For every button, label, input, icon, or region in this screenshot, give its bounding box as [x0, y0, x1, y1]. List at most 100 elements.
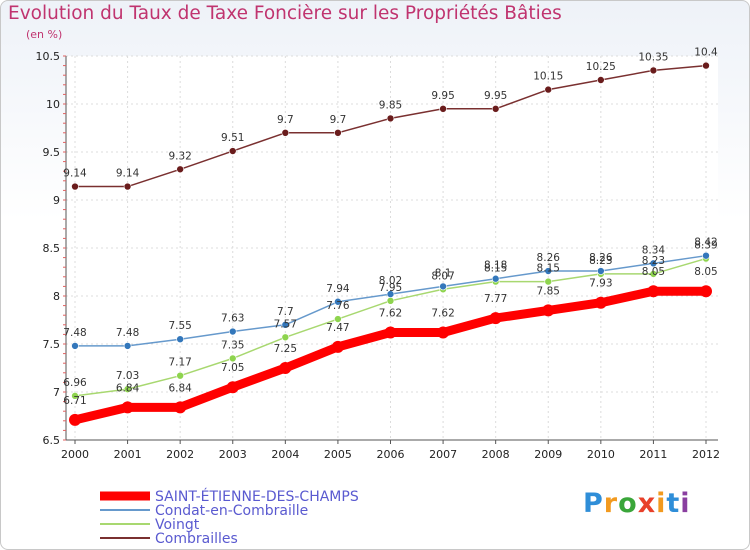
data-label: 9.85	[379, 99, 402, 111]
data-label: 8.26	[537, 252, 561, 264]
data-label: 6.84	[116, 382, 140, 394]
data-label: 7.93	[589, 278, 612, 290]
y-tick-label: 10	[46, 98, 60, 111]
proxiti-logo: Proxiti	[583, 488, 691, 519]
data-label: 9.32	[168, 150, 191, 162]
x-tick-label: 2010	[587, 448, 615, 461]
data-label: 8.1	[435, 267, 452, 279]
data-label: 9.95	[484, 90, 507, 102]
data-label: 8.26	[589, 252, 613, 264]
y-tick-label: 7.5	[43, 338, 61, 351]
data-label: 9.7	[277, 114, 294, 126]
x-tick-label: 2001	[114, 448, 142, 461]
data-point	[702, 61, 710, 70]
data-point	[281, 320, 290, 329]
data-label: 7.17	[168, 357, 191, 369]
data-point	[228, 147, 237, 155]
legend-label: Combrailles	[155, 531, 238, 547]
data-label: 7.62	[379, 307, 402, 319]
y-tick-label: 6.5	[43, 434, 61, 447]
data-point	[437, 326, 450, 339]
logo-letter: i	[680, 488, 691, 519]
data-label: 8.15	[484, 263, 507, 275]
data-point	[439, 105, 447, 113]
data-point	[384, 326, 397, 339]
series-0	[69, 285, 712, 426]
data-label: 9.7	[330, 114, 347, 126]
data-label: 6.71	[63, 395, 86, 407]
data-point	[491, 105, 500, 113]
data-label: 6.96	[63, 377, 87, 389]
data-point	[281, 129, 290, 137]
legend-label: Condat-en-Combraille	[155, 503, 308, 519]
data-point	[597, 267, 605, 275]
data-label: 9.51	[221, 132, 244, 144]
data-label: 7.57	[274, 318, 297, 330]
data-label: 7.63	[221, 313, 244, 325]
logo-letter: P	[583, 488, 604, 519]
y-tick-label: 9	[53, 194, 60, 207]
legend-label: Voingt	[155, 517, 200, 533]
logo-letter: i	[656, 488, 667, 519]
legend-label: SAINT-ÉTIENNE-DES-CHAMPS	[155, 488, 359, 505]
y-tick-label: 7	[53, 386, 60, 399]
x-tick-label: 2005	[324, 448, 352, 461]
data-label: 7.03	[116, 370, 139, 382]
x-tick-label: 2008	[482, 448, 510, 461]
data-point	[386, 114, 395, 123]
data-point	[71, 182, 79, 191]
data-label: 8.23	[642, 255, 665, 267]
data-point	[647, 285, 660, 298]
x-tick-label: 2003	[219, 448, 247, 461]
data-label: 10.35	[638, 51, 668, 63]
data-point	[544, 85, 553, 94]
data-point	[702, 251, 710, 260]
x-tick-label: 2000	[61, 448, 89, 461]
x-tick-label: 2009	[534, 448, 562, 461]
data-point	[544, 277, 553, 286]
data-point	[544, 267, 553, 275]
logo-letter: r	[603, 488, 619, 519]
data-point	[279, 362, 292, 374]
data-point	[334, 315, 342, 323]
data-label: 7.94	[326, 283, 350, 295]
data-point	[228, 327, 237, 336]
x-tick-label: 2006	[377, 448, 405, 461]
data-label: 10.15	[533, 71, 563, 83]
data-label: 7.25	[274, 343, 297, 355]
data-label: 8.05	[694, 266, 717, 278]
data-label: 7.76	[326, 300, 350, 312]
y-tick-label: 9.5	[43, 146, 61, 159]
data-point	[71, 392, 79, 400]
data-label: 8.34	[642, 244, 666, 256]
data-point	[176, 165, 184, 174]
data-point	[649, 66, 658, 75]
data-label: 7.35	[221, 339, 244, 351]
data-point	[386, 296, 395, 305]
data-point	[491, 274, 500, 283]
data-label: 7.55	[168, 320, 191, 332]
data-point	[174, 401, 187, 414]
data-label: 7.77	[484, 293, 507, 305]
y-tick-label: 8	[53, 290, 60, 303]
data-label: 7.48	[116, 327, 139, 339]
data-label: 7.85	[537, 285, 560, 297]
data-point	[649, 270, 658, 278]
data-point	[281, 333, 290, 342]
logo-letter: x	[637, 488, 657, 519]
data-point	[331, 340, 344, 353]
x-tick-label: 2004	[271, 448, 299, 461]
data-point	[71, 342, 79, 350]
data-label: 8.42	[694, 237, 717, 249]
data-label: 7.62	[431, 307, 454, 319]
data-point	[594, 296, 607, 309]
data-label: 7.05	[221, 362, 244, 374]
chart-title: Evolution du Taux de Taxe Foncière sur l…	[8, 3, 562, 24]
data-label: 9.14	[63, 168, 87, 180]
x-tick-label: 2002	[166, 448, 194, 461]
chart-subtitle: (en %)	[26, 28, 63, 41]
y-tick-label: 10.5	[36, 50, 61, 63]
data-label: 8.39	[694, 240, 717, 252]
data-label: 8.23	[589, 255, 612, 267]
